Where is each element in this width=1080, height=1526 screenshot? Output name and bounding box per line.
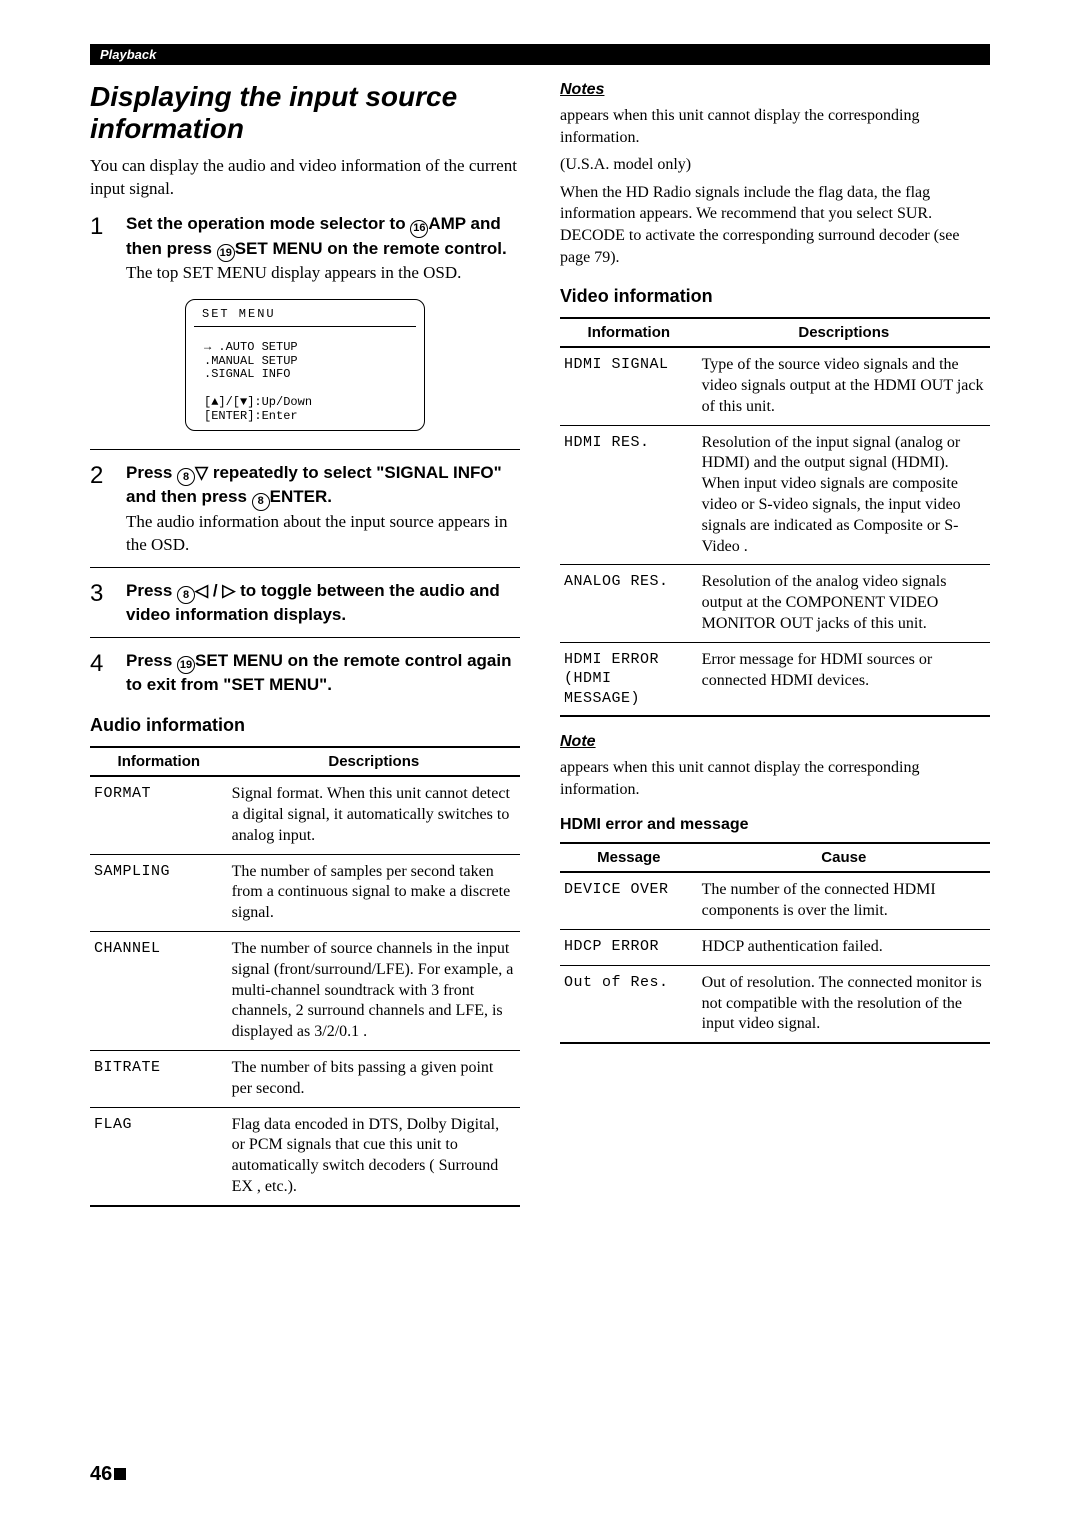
table-row: ANALOG RES. Resolution of the analog vid… [560,565,990,642]
audio-info-table: Information Descriptions FORMAT Signal f… [90,746,520,1207]
table-header: Descriptions [698,318,990,347]
info-desc: Flag data encoded in DTS, Dolby Digital,… [228,1107,520,1206]
note-text: appears when this unit cannot display th… [560,757,990,800]
info-key: FORMAT [90,776,228,854]
right-column: Notes appears when this unit cannot disp… [560,81,990,1207]
info-key: HDMI SIGNAL [560,347,698,425]
page-number: 46 [90,1463,126,1486]
audio-info-heading: Audio information [90,715,520,736]
msg-cause: The number of the connected HDMI compone… [698,872,990,929]
info-desc: The number of samples per second taken f… [228,854,520,931]
osd-item: .SIGNAL INFO [194,368,416,382]
table-header: Cause [698,843,990,872]
table-row: HDCP ERROR HDCP authentication failed. [560,930,990,966]
note-text: appears when this unit cannot display th… [560,105,990,148]
section-header: Playback [90,44,990,65]
info-desc: Type of the source video signals and the… [698,347,990,425]
osd-hint: [ENTER]:Enter [194,410,416,424]
step-body: Press 8▽ repeatedly to select "SIGNAL IN… [126,462,520,557]
osd-item: → .AUTO SETUP [194,341,416,355]
circled-19-icon: 19 [177,656,195,674]
note-text: (U.S.A. model only) [560,154,990,176]
section-label: Playback [100,47,156,62]
osd-item: .MANUAL SETUP [194,355,416,369]
step-plain: The top SET MENU display appears in the … [126,263,461,282]
intro-text: You can display the audio and video info… [90,155,520,201]
table-row: HDMI ERROR (HDMI MESSAGE) Error message … [560,642,990,716]
msg-key: DEVICE OVER [560,872,698,929]
page-number-value: 46 [90,1463,112,1485]
msg-cause: Out of resolution. The connected monitor… [698,965,990,1043]
step-number: 3 [90,580,114,627]
table-header: Message [560,843,698,872]
info-key: ANALOG RES. [560,565,698,642]
step-plain: The audio information about the input so… [126,512,507,554]
info-desc: The number of source channels in the inp… [228,932,520,1051]
osd-box: SET MENU → .AUTO SETUP .MANUAL SETUP .SI… [185,299,425,431]
info-key: CHANNEL [90,932,228,1051]
info-desc: Resolution of the input signal (analog o… [698,425,990,565]
step-4: 4 Press 19SET MENU on the remote control… [90,650,520,697]
step-body: Press 8◁ / ▷ to toggle between the audio… [126,580,520,627]
hdmi-error-table: Message Cause DEVICE OVER The number of … [560,842,990,1044]
page-marker-icon [114,1468,126,1480]
circled-19-icon: 19 [217,244,235,262]
two-column-layout: Displaying the input source information … [90,81,990,1207]
step-2: 2 Press 8▽ repeatedly to select "SIGNAL … [90,462,520,557]
table-row: DEVICE OVER The number of the connected … [560,872,990,929]
info-key: FLAG [90,1107,228,1206]
info-key: SAMPLING [90,854,228,931]
info-desc: Error message for HDMI sources or connec… [698,642,990,716]
table-row: SAMPLING The number of samples per secon… [90,854,520,931]
table-row: FLAG Flag data encoded in DTS, Dolby Dig… [90,1107,520,1206]
info-desc: Resolution of the analog video signals o… [698,565,990,642]
step-number: 2 [90,462,114,557]
table-row: CHANNEL The number of source channels in… [90,932,520,1051]
notes-label: Notes [560,81,990,99]
msg-key: HDCP ERROR [560,930,698,966]
table-row: Out of Res. Out of resolution. The conne… [560,965,990,1043]
step-1: 1 Set the operation mode selector to 16A… [90,213,520,285]
circled-8-icon: 8 [177,468,195,486]
msg-key: Out of Res. [560,965,698,1043]
table-row: FORMAT Signal format. When this unit can… [90,776,520,854]
table-row: HDMI SIGNAL Type of the source video sig… [560,347,990,425]
info-desc: Signal format. When this unit cannot det… [228,776,520,854]
table-header: Information [560,318,698,347]
info-key: HDMI RES. [560,425,698,565]
osd-display: SET MENU → .AUTO SETUP .MANUAL SETUP .SI… [90,299,520,431]
osd-title: SET MENU [194,308,416,322]
table-header: Descriptions [228,747,520,776]
circled-8-icon: 8 [252,493,270,511]
table-row: HDMI RES. Resolution of the input signal… [560,425,990,565]
page-title: Displaying the input source information [90,81,520,145]
note-text: When the HD Radio signals include the fl… [560,182,990,268]
video-info-table: Information Descriptions HDMI SIGNAL Typ… [560,317,990,717]
circled-16-icon: 16 [410,220,428,238]
circled-8-icon: 8 [177,586,195,604]
info-desc: The number of bits passing a given point… [228,1051,520,1108]
video-info-heading: Video information [560,286,990,307]
table-row: BITRATE The number of bits passing a giv… [90,1051,520,1108]
osd-hint: [▲]/[▼]:Up/Down [194,396,416,410]
info-key: BITRATE [90,1051,228,1108]
step-number: 1 [90,213,114,285]
step-body: Press 19SET MENU on the remote control a… [126,650,520,697]
step-3: 3 Press 8◁ / ▷ to toggle between the aud… [90,580,520,627]
step-number: 4 [90,650,114,697]
left-column: Displaying the input source information … [90,81,520,1207]
step-body: Set the operation mode selector to 16AMP… [126,213,520,285]
note-label: Note [560,733,990,751]
hdmi-error-heading: HDMI error and message [560,816,990,834]
info-key: HDMI ERROR (HDMI MESSAGE) [560,642,698,716]
table-header: Information [90,747,228,776]
msg-cause: HDCP authentication failed. [698,930,990,966]
